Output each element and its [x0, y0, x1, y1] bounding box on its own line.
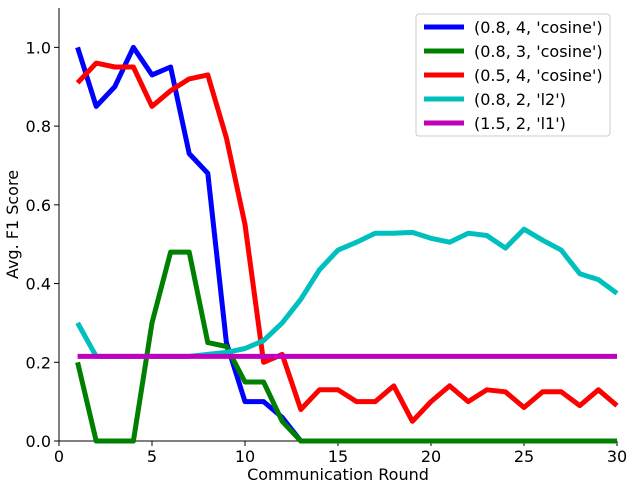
y-tick-label: 0.2 [26, 353, 51, 372]
x-tick-label: 10 [235, 447, 255, 466]
legend-label: (0.8, 4, 'cosine') [474, 18, 603, 37]
series-line-1 [75, 249, 617, 444]
x-tick-label: 20 [421, 447, 441, 466]
legend-label: (1.5, 2, 'l1') [474, 114, 566, 133]
x-tick-label: 0 [54, 447, 64, 466]
legend-label: (0.8, 2, 'l2') [474, 90, 566, 109]
x-tick-label: 30 [607, 447, 627, 466]
y-axis-title: Avg. F1 Score [3, 170, 22, 279]
legend-label: (0.5, 4, 'cosine') [474, 66, 603, 85]
x-tick-label: 25 [514, 447, 534, 466]
x-axis-title: Communication Round [247, 465, 429, 484]
y-tick-label: 1.0 [26, 38, 51, 57]
legend-box [415, 13, 611, 137]
axes: 0 5 10 15 20 25 30 0.0 0.2 0.4 0.6 0.8 1.0 [26, 8, 627, 466]
x-tick-label: 5 [147, 447, 157, 466]
y-tick-label: 0.4 [26, 275, 51, 294]
series-line-2 [75, 60, 619, 424]
series-lines [75, 44, 619, 444]
legend-label: (0.8, 3, 'cosine') [474, 42, 603, 61]
y-tick-label: 0.0 [26, 432, 51, 451]
y-tick-label: 0.6 [26, 196, 51, 215]
x-tick-label: 15 [328, 447, 348, 466]
legend: (0.8, 4, 'cosine') (0.8, 3, 'cosine') (0.5… [415, 13, 611, 137]
y-tick-label: 0.8 [26, 117, 51, 136]
